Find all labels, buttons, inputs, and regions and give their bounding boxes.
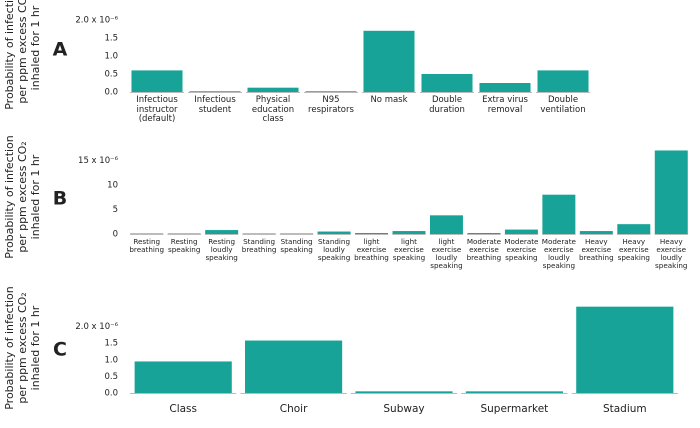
bar: [131, 70, 183, 92]
x-tick-label: light exercise speaking: [392, 237, 426, 263]
panel-label: C: [53, 339, 67, 361]
x-tick-label: Choir: [279, 403, 308, 415]
y-tick-label: 0.0: [104, 88, 118, 98]
y-axis-label: Probability of infection: [3, 135, 16, 259]
y-axis-label: Probability of infection: [3, 286, 16, 410]
bar: [392, 231, 426, 234]
x-tick-label: Standing breathing: [241, 237, 277, 255]
x-tick-label: Double ventilation: [540, 95, 586, 115]
bar: [537, 70, 589, 92]
bar: [579, 231, 613, 234]
bar: [189, 91, 241, 92]
x-tick-label: Resting breathing: [129, 237, 165, 255]
x-tick-label: Class: [169, 403, 197, 415]
x-tick-label: Moderate exercise speaking: [504, 237, 539, 263]
y-tick-label: 10: [107, 180, 118, 190]
x-tick-label: light exercise breathing: [354, 237, 389, 263]
bar: [355, 391, 453, 393]
bar: [355, 233, 389, 234]
bar: [479, 83, 531, 92]
y-tick-label: 2.0 x 10⁻⁶: [75, 322, 118, 332]
y-tick-label: 5: [113, 205, 118, 215]
panel-label: B: [53, 188, 67, 210]
x-tick-label: Resting speaking: [167, 237, 201, 255]
y-axis-label: inhaled for 1 hr: [29, 305, 42, 390]
bar: [421, 74, 473, 92]
y-tick-label: 1.5: [104, 339, 118, 349]
bar: [654, 150, 688, 234]
x-tick-label: N95 respirators: [308, 95, 354, 115]
y-axis-label: inhaled for 1 hr: [29, 5, 42, 90]
x-tick-label: Moderate exercise loudly speaking: [541, 237, 576, 271]
y-tick-label: 2.0 x 10⁻⁶: [75, 16, 118, 26]
x-tick-label: Heavy exercise loudly speaking: [655, 237, 688, 271]
x-tick-label: Stadium: [602, 403, 647, 415]
bar: [465, 391, 563, 393]
x-tick-label: Standing loudly speaking: [317, 237, 351, 263]
y-tick-label: 0.5: [104, 372, 118, 382]
x-tick-label: light exercise loudly speaking: [430, 237, 463, 271]
y-axis-label: per ppm excess CO₂: [16, 141, 29, 252]
bar: [134, 361, 232, 393]
x-tick-label: Infectious student: [194, 95, 236, 115]
bar: [504, 229, 538, 234]
bar: [205, 230, 239, 234]
bar: [542, 194, 576, 234]
x-tick-label: Double duration: [429, 95, 465, 115]
x-tick-label: Subway: [383, 403, 425, 415]
y-axis-label: per ppm excess CO₂: [16, 292, 29, 403]
y-tick-label: 0: [113, 230, 118, 240]
bar: [467, 233, 501, 234]
bar: [305, 91, 357, 92]
y-tick-label: 1.5: [104, 34, 118, 44]
x-tick-label: Heavy exercise breathing: [578, 237, 614, 263]
y-tick-label: 15 x 10⁻⁶: [78, 156, 119, 166]
bar: [576, 306, 674, 393]
x-tick-label: Extra virus removal: [482, 95, 528, 115]
y-tick-label: 0.0: [104, 389, 118, 399]
x-tick-label: Standing speaking: [280, 237, 313, 255]
x-tick-label: Physical education class: [251, 95, 295, 125]
y-axis-label: inhaled for 1 hr: [29, 154, 42, 239]
panel-label: A: [53, 39, 68, 61]
x-tick-label: No mask: [370, 95, 408, 105]
x-tick-label: Heavy exercise speaking: [617, 237, 650, 263]
y-tick-label: 1.0: [104, 355, 118, 365]
y-tick-label: 1.0: [104, 52, 118, 62]
y-axis-label: per ppm excess CO₂: [16, 0, 29, 104]
y-tick-label: 0.5: [104, 70, 118, 80]
bar: [317, 231, 351, 234]
x-tick-label: Resting loudly speaking: [205, 237, 238, 263]
x-tick-label: Moderate exercise breathing: [466, 237, 502, 263]
bar: [363, 30, 415, 92]
x-tick-label: Supermarket: [480, 403, 549, 415]
bar: [429, 215, 463, 234]
bar: [247, 87, 299, 92]
y-axis-label: Probability of infection: [3, 0, 16, 110]
x-tick-label: Infectious instructor (default): [136, 95, 178, 125]
bar: [617, 224, 651, 234]
bar: [245, 340, 343, 393]
